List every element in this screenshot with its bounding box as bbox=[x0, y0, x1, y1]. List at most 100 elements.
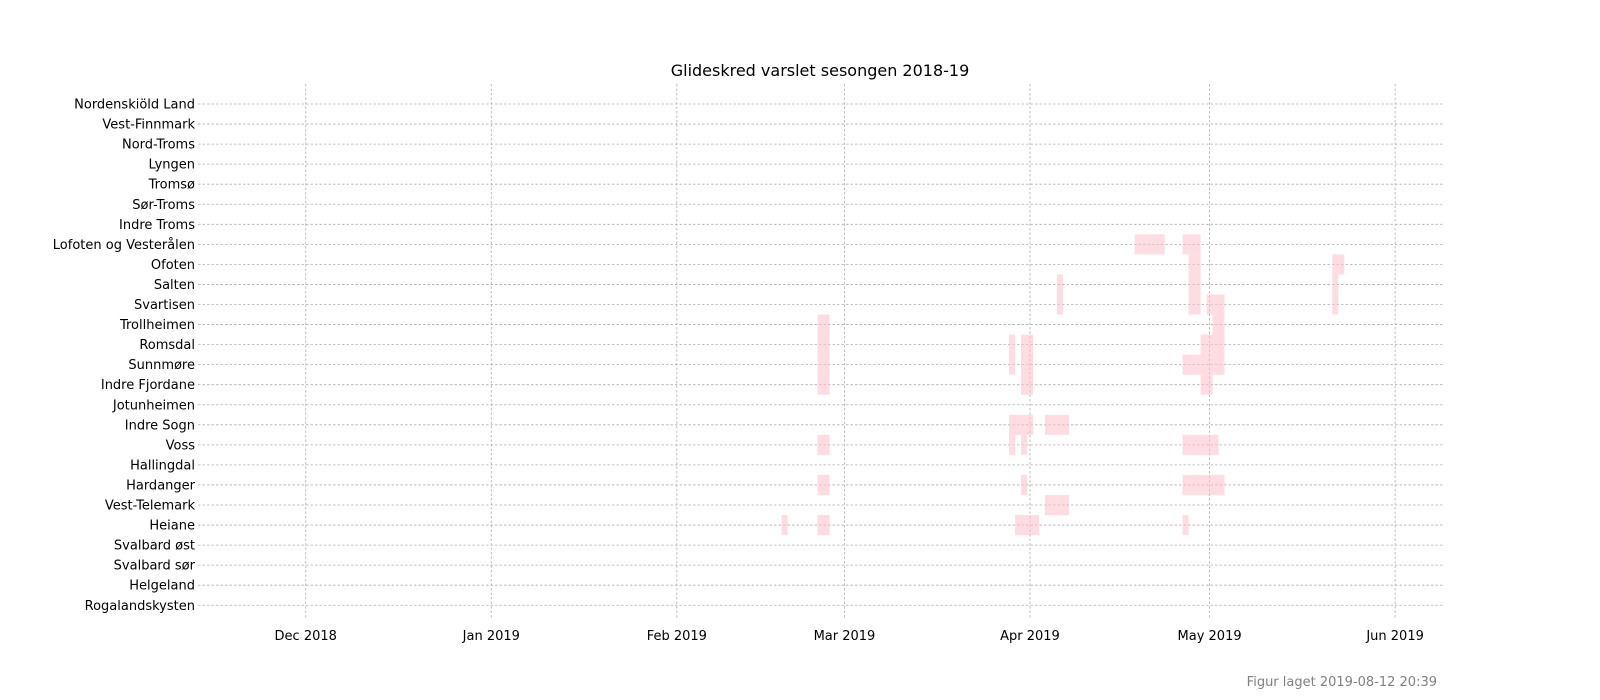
warning-cell-voss-2019-05-02 bbox=[1212, 434, 1219, 455]
x-tick-label-2019-02-01: Feb 2019 bbox=[647, 629, 707, 644]
warning-cell-sunnmore-2019-05-02 bbox=[1212, 354, 1219, 375]
warning-cell-ofoten-2019-05-22 bbox=[1332, 254, 1339, 275]
warning-cell-heiane-2019-04-01 bbox=[1027, 515, 1033, 536]
warning-cell-hardanger-2019-05-02 bbox=[1212, 474, 1219, 495]
warning-cell-svartisen-2019-05-22 bbox=[1332, 294, 1339, 315]
warning-cell-voss-2019-04-29 bbox=[1194, 434, 1201, 455]
y-tick-labels: Nordenskiöld Land Vest-Finnmark Nord-Troms… bbox=[53, 98, 196, 614]
warning-cell-ofoten-2019-05-23 bbox=[1338, 254, 1345, 275]
x-tick-label-2019-05-01: May 2019 bbox=[1178, 629, 1242, 644]
warning-cell-indre-sogn-2019-03-30 bbox=[1015, 414, 1022, 435]
warning-cell-trollheimen-2019-05-03 bbox=[1218, 314, 1225, 335]
warning-cell-voss-2019-04-28 bbox=[1188, 434, 1195, 455]
warning-cell-indre-sogn-2019-03-29 bbox=[1009, 414, 1016, 435]
warning-cell-heiane-2019-02-26 bbox=[823, 515, 830, 536]
x-tick-label-2018-12-01: Dec 2018 bbox=[275, 629, 337, 644]
warning-cell-lofoten-og-vesteralen-2019-04-23 bbox=[1158, 234, 1165, 255]
warning-cell-hardanger-2019-02-26 bbox=[823, 474, 830, 495]
warning-cell-lofoten-og-vesteralen-2019-04-21 bbox=[1146, 234, 1153, 255]
y-tick-label-ofoten: Ofoten bbox=[151, 258, 195, 273]
warning-cell-lofoten-og-vesteralen-2019-04-27 bbox=[1182, 234, 1189, 255]
y-tick-label-indre-fjordane: Indre Fjordane bbox=[101, 378, 195, 393]
warning-cell-trollheimen-2019-02-26 bbox=[823, 314, 830, 335]
warning-cell-hardanger-2019-04-28 bbox=[1188, 474, 1195, 495]
warning-cell-hardanger-2019-03-31 bbox=[1021, 474, 1028, 495]
y-tick-label-indre-sogn: Indre Sogn bbox=[125, 418, 195, 433]
warning-cell-sunnmore-2019-04-28 bbox=[1188, 354, 1195, 375]
warning-cell-heiane-2019-03-31 bbox=[1021, 515, 1028, 536]
warning-cell-trollheimen-2019-02-25 bbox=[817, 314, 824, 335]
warning-cell-lofoten-og-vesteralen-2019-04-29 bbox=[1194, 234, 1201, 255]
warning-cell-sunnmore-2019-04-30 bbox=[1200, 354, 1207, 375]
y-tick-label-lofoten-og-vesteralen: Lofoten og Vesterålen bbox=[53, 238, 195, 253]
warning-cell-indre-sogn-2019-04-05 bbox=[1050, 414, 1057, 435]
warning-cell-indre-fjordane-2019-02-26 bbox=[823, 374, 830, 395]
warning-cell-svartisen-2019-04-28 bbox=[1188, 294, 1195, 315]
x-tick-label-2019-04-01: Apr 2019 bbox=[1000, 629, 1060, 644]
warning-cell-lofoten-og-vesteralen-2019-04-28 bbox=[1188, 234, 1195, 255]
warning-cell-trollheimen-2019-05-02 bbox=[1212, 314, 1219, 335]
warning-cell-voss-2019-03-29 bbox=[1009, 434, 1016, 455]
warning-cell-indre-sogn-2019-04-07 bbox=[1062, 414, 1069, 435]
warning-cell-voss-2019-05-01 bbox=[1206, 434, 1213, 455]
warning-cell-vest-telemark-2019-04-06 bbox=[1056, 494, 1063, 516]
warning-cell-romsdal-2019-04-30 bbox=[1200, 334, 1207, 355]
y-tick-label-indre-troms: Indre Troms bbox=[119, 218, 195, 233]
warning-cell-hardanger-2019-04-27 bbox=[1182, 474, 1189, 495]
warning-cell-lofoten-og-vesteralen-2019-04-22 bbox=[1152, 234, 1159, 255]
warning-cell-romsdal-2019-02-26 bbox=[823, 334, 830, 355]
warning-cells bbox=[781, 234, 1345, 536]
warning-cell-voss-2019-04-27 bbox=[1182, 434, 1189, 455]
warning-cell-indre-sogn-2019-03-31 bbox=[1021, 414, 1028, 435]
warning-cell-vest-telemark-2019-04-05 bbox=[1050, 494, 1057, 516]
warning-cell-indre-fjordane-2019-03-31 bbox=[1021, 374, 1028, 395]
warning-cell-sunnmore-2019-04-01 bbox=[1027, 354, 1033, 375]
warning-cell-sunnmore-2019-02-25 bbox=[817, 354, 824, 375]
warning-cell-sunnmore-2019-02-26 bbox=[823, 354, 830, 375]
warning-cell-hardanger-2019-02-25 bbox=[817, 474, 824, 495]
y-tick-label-heiane: Heiane bbox=[149, 519, 195, 534]
chart-title: Glideskred varslet sesongen 2018-19 bbox=[671, 61, 970, 80]
y-tick-label-hallingdal: Hallingdal bbox=[130, 458, 195, 473]
warning-cell-svartisen-2019-05-03 bbox=[1218, 294, 1225, 315]
warning-cell-salten-2019-05-22 bbox=[1332, 274, 1339, 295]
warning-cell-lofoten-og-vesteralen-2019-04-20 bbox=[1140, 234, 1147, 255]
warning-cell-vest-telemark-2019-04-04 bbox=[1044, 494, 1051, 516]
y-tick-label-vest-telemark: Vest-Telemark bbox=[105, 499, 196, 514]
warning-cell-svartisen-2019-05-01 bbox=[1206, 294, 1213, 315]
warning-cell-romsdal-2019-03-31 bbox=[1021, 334, 1028, 355]
warning-cell-heiane-2019-03-30 bbox=[1015, 515, 1022, 536]
warning-cell-heiane-2019-04-27 bbox=[1182, 515, 1189, 536]
x-tick-label-2019-03-01: Mar 2019 bbox=[814, 629, 876, 644]
warning-cell-svartisen-2019-04-29 bbox=[1194, 294, 1201, 315]
warning-cell-romsdal-2019-04-01 bbox=[1027, 334, 1033, 355]
warning-cell-voss-2019-02-25 bbox=[817, 434, 824, 455]
y-tick-label-vest-finnmark: Vest-Finnmark bbox=[102, 118, 195, 133]
warning-cell-romsdal-2019-05-03 bbox=[1218, 334, 1225, 355]
warning-cell-hardanger-2019-05-03 bbox=[1218, 474, 1225, 495]
warning-cell-sunnmore-2019-05-03 bbox=[1218, 354, 1225, 375]
y-tick-label-svalbard-sor: Svalbard sør bbox=[114, 559, 196, 574]
warning-cell-sunnmore-2019-03-29 bbox=[1009, 354, 1016, 375]
x-tick-labels: Dec 2018 Jan 2019 Feb 2019 Mar 2019 Apr 2019… bbox=[275, 629, 1424, 644]
warning-cell-sunnmore-2019-05-01 bbox=[1206, 354, 1213, 375]
y-tick-label-nordenskiold-land: Nordenskiöld Land bbox=[74, 98, 195, 113]
warning-cell-ofoten-2019-04-28 bbox=[1188, 254, 1195, 275]
warning-cell-indre-sogn-2019-04-06 bbox=[1056, 414, 1063, 435]
warning-cell-vest-telemark-2019-04-07 bbox=[1062, 494, 1069, 516]
warning-cell-hardanger-2019-05-01 bbox=[1206, 474, 1213, 495]
warning-cell-voss-2019-02-26 bbox=[823, 434, 830, 455]
warning-cell-indre-fjordane-2019-04-30 bbox=[1200, 374, 1207, 395]
warning-cell-romsdal-2019-05-01 bbox=[1206, 334, 1213, 355]
warning-cell-indre-fjordane-2019-05-01 bbox=[1206, 374, 1213, 395]
warning-cell-heiane-2019-02-19 bbox=[781, 515, 788, 536]
warning-cell-svartisen-2019-04-06 bbox=[1056, 294, 1063, 315]
y-tick-label-lyngen: Lyngen bbox=[149, 158, 195, 173]
warning-cell-indre-fjordane-2019-02-25 bbox=[817, 374, 824, 395]
warning-cell-voss-2019-03-31 bbox=[1021, 434, 1028, 455]
y-tick-label-svalbard-ost: Svalbard øst bbox=[114, 539, 195, 554]
y-tick-label-svartisen: Svartisen bbox=[134, 298, 195, 313]
warning-cell-indre-fjordane-2019-04-01 bbox=[1027, 374, 1033, 395]
warning-cell-indre-sogn-2019-04-01 bbox=[1027, 414, 1033, 435]
y-tick-label-jotunheimen: Jotunheimen bbox=[112, 398, 195, 413]
